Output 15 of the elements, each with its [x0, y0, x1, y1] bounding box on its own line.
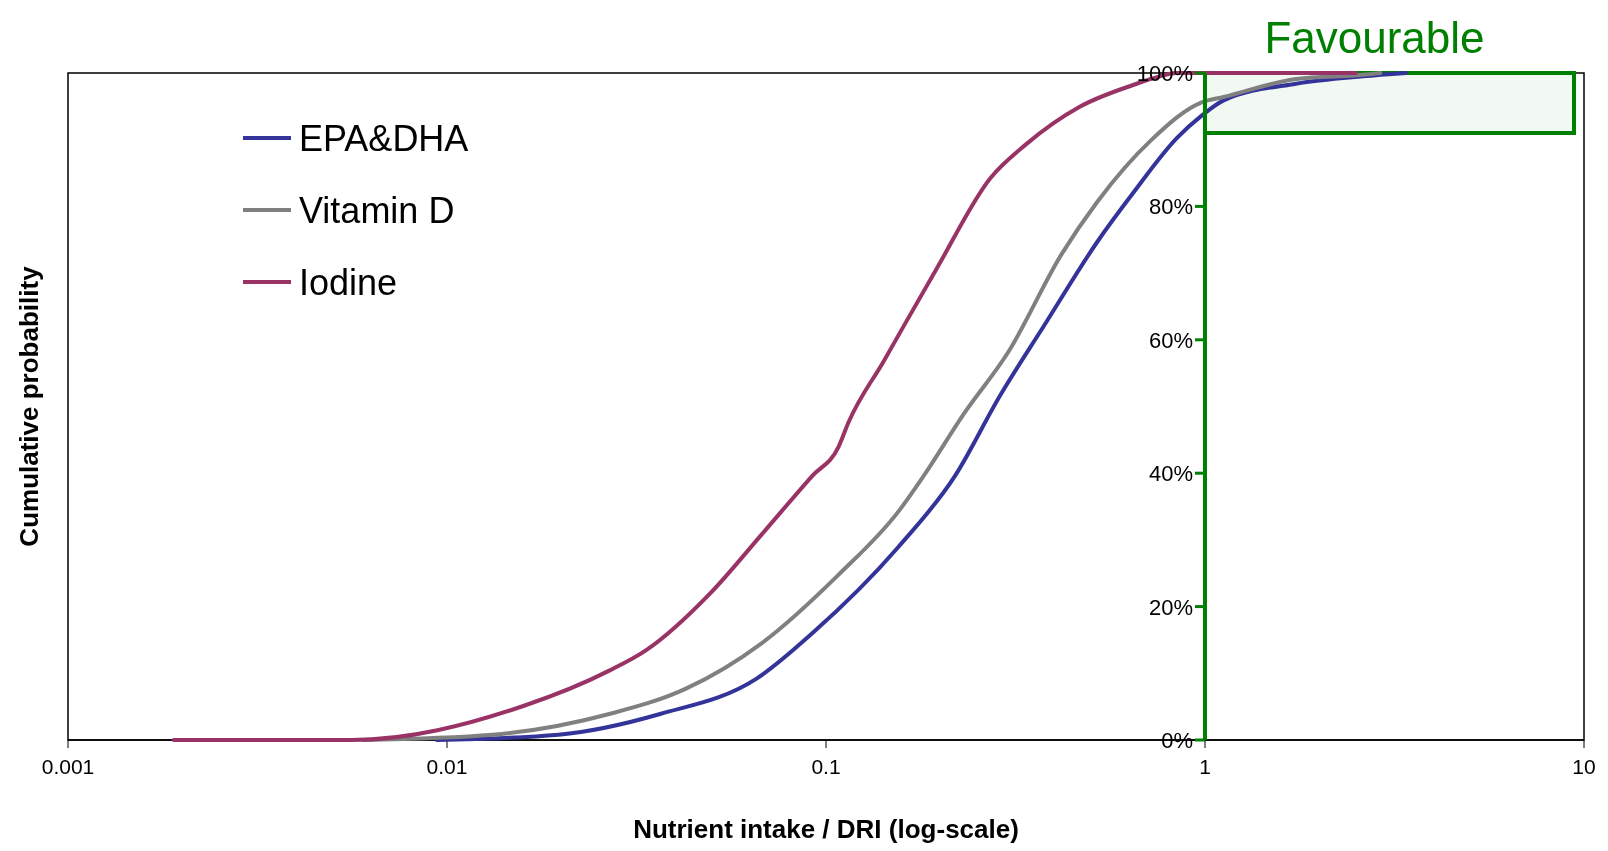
band-label: Favourable — [1264, 13, 1485, 62]
y-tick-label: 80% — [1148, 194, 1193, 220]
y-tick-label: 20% — [1148, 594, 1193, 620]
x-tick-label: 0.1 — [811, 755, 841, 778]
y-tick-label: 40% — [1148, 461, 1193, 487]
y-tick-label: 60% — [1148, 327, 1193, 353]
legend-label: Iodine — [299, 262, 398, 303]
x-tick-label: 1 — [1199, 755, 1211, 778]
x-tick-label: 10 — [1572, 755, 1596, 778]
legend-label: EPA&DHA — [299, 118, 469, 159]
x-tick-label: 0.001 — [41, 755, 95, 778]
x-axis-title: Nutrient intake / DRI (log-scale) — [633, 814, 1019, 844]
x-tick-label: 0.01 — [426, 755, 468, 778]
y-axis-title: Cumulative probability — [14, 265, 44, 547]
legend-label: Vitamin D — [299, 190, 455, 231]
